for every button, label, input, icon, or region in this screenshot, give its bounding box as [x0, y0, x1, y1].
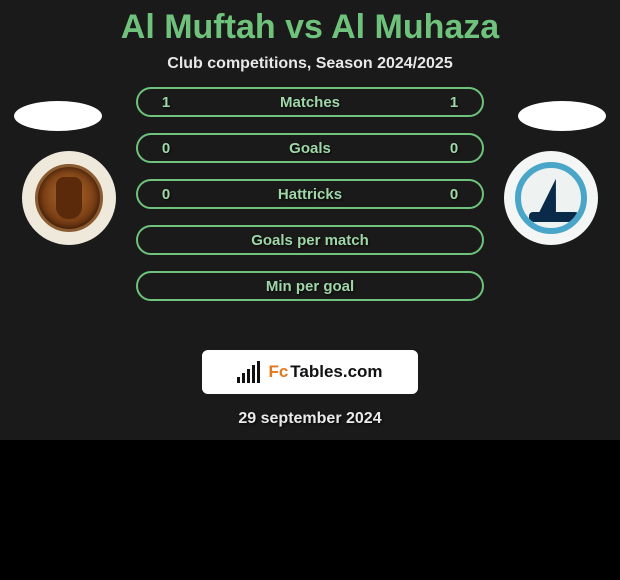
stat-label: Min per goal [152, 278, 468, 295]
left-ellipse-decor [14, 101, 102, 131]
brand-suffix: Tables.com [290, 362, 382, 382]
comparison-card: Al Muftah vs Al Muhaza Club competitions… [0, 0, 620, 440]
team-left-name: Al Muftah [121, 8, 276, 46]
stat-pill-list: 1 Matches 1 0 Goals 0 0 Hattricks 0 Goal… [136, 87, 484, 317]
stat-left-value: 1 [152, 94, 180, 111]
page-title: Al Muftah vs Al Muhaza [0, 0, 620, 47]
comparison-body: 1 Matches 1 0 Goals 0 0 Hattricks 0 Goal… [0, 101, 620, 321]
team-left-crest [22, 151, 116, 245]
team-right-crest-icon [515, 162, 587, 234]
stat-left-value: 0 [152, 140, 180, 157]
right-ellipse-decor [518, 101, 606, 131]
stat-row-min-per-goal: Min per goal [136, 271, 484, 301]
brand-badge[interactable]: FcTables.com [202, 350, 418, 394]
stat-row-matches: 1 Matches 1 [136, 87, 484, 117]
team-right-crest [504, 151, 598, 245]
stat-row-goals-per-match: Goals per match [136, 225, 484, 255]
stat-label: Matches [180, 94, 440, 111]
stat-right-value: 0 [440, 140, 468, 157]
stat-label: Goals per match [152, 232, 468, 249]
vs-separator: vs [285, 8, 323, 46]
stat-left-value: 0 [152, 186, 180, 203]
stat-label: Hattricks [180, 186, 440, 203]
team-left-crest-icon [35, 164, 103, 232]
stat-right-value: 1 [440, 94, 468, 111]
team-right-name: Al Muhaza [331, 8, 499, 46]
brand-prefix: Fc [268, 362, 288, 382]
match-date: 29 september 2024 [0, 410, 620, 428]
stat-right-value: 0 [440, 186, 468, 203]
bar-chart-icon [237, 361, 260, 383]
subtitle: Club competitions, Season 2024/2025 [0, 55, 620, 73]
stat-row-hattricks: 0 Hattricks 0 [136, 179, 484, 209]
stat-label: Goals [180, 140, 440, 157]
stat-row-goals: 0 Goals 0 [136, 133, 484, 163]
